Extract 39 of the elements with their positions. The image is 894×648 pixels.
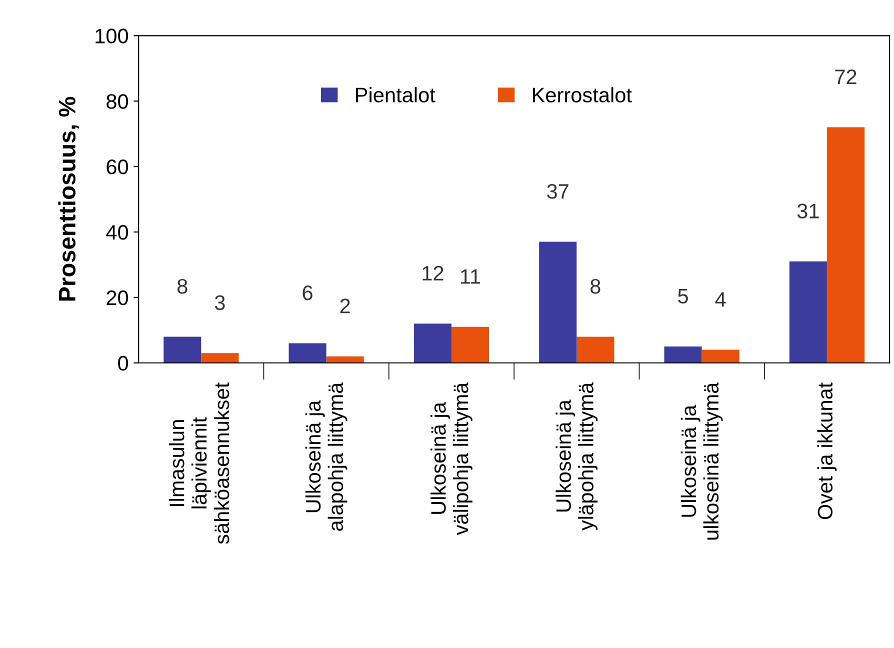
x-tick-label: Ulkoseinä ja alapohja liittymä: [305, 382, 348, 531]
x-tick-label: Ilmasulun läpiviennit sähköasennukset: [169, 382, 230, 544]
bar: [702, 350, 740, 363]
data-label: 5: [678, 288, 688, 304]
y-tick-label: 60: [106, 160, 128, 174]
x-tick-label: Ulkoseinä ja ulkoseinä liittymä: [680, 382, 723, 540]
x-tick-label: Ulkoseinä ja yläpohja liittymä: [556, 382, 598, 530]
data-label: 72: [835, 70, 856, 84]
x-tick-label: Ulkoseinä ja välipohja liittymä: [430, 382, 472, 536]
bar: [288, 343, 326, 363]
data-label: 6: [302, 285, 312, 300]
data-label: 8: [590, 278, 600, 294]
y-axis-title: Prosenttiosuus, %: [58, 96, 79, 301]
bar: [789, 261, 827, 363]
data-label: 8: [177, 278, 188, 294]
bar: [451, 326, 490, 363]
data-label: 12: [422, 266, 444, 280]
x-tick-label: Ovet ja ikkunat: [817, 382, 837, 520]
data-label: 37: [547, 184, 568, 199]
data-label: 31: [797, 204, 819, 218]
bar: [576, 336, 614, 363]
y-tick-label: 40: [106, 224, 128, 240]
bar: [539, 242, 577, 363]
y-tick-label: 20: [106, 290, 128, 306]
data-label: 4: [715, 292, 726, 307]
data-label: 2: [340, 298, 350, 314]
y-tick-label: 100: [96, 28, 128, 44]
bar: [164, 336, 202, 363]
bar: [326, 356, 364, 363]
bar: [664, 346, 702, 363]
data-label: 11: [461, 269, 480, 284]
bar: [826, 127, 864, 363]
data-label: 3: [214, 295, 225, 310]
bar: [414, 324, 452, 363]
bar: [201, 353, 239, 363]
legend-label: Kerrostalot: [532, 87, 632, 102]
y-tick-label: 80: [106, 94, 128, 109]
y-tick-label: 0: [118, 356, 128, 371]
legend-label: Pientalot: [356, 87, 436, 102]
